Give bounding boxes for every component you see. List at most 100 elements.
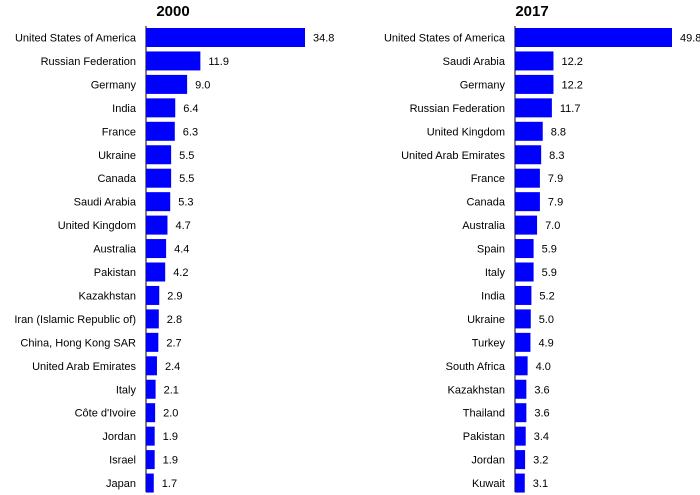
bar — [146, 145, 172, 165]
value-label: 9.0 — [195, 79, 210, 91]
bar — [146, 51, 201, 71]
value-label: 5.0 — [539, 314, 554, 326]
value-label: 2.4 — [165, 361, 180, 373]
value-label: 4.9 — [538, 337, 553, 349]
category-label: Ukraine — [467, 314, 505, 326]
category-label: Thailand — [463, 408, 505, 420]
bar — [515, 168, 540, 188]
value-label: 7.9 — [548, 173, 563, 185]
bar — [146, 121, 175, 141]
chart-2000: United States of America 34.8 Russian Fede… — [14, 28, 334, 493]
category-label: United Arab Emirates — [32, 361, 136, 373]
value-label: 1.9 — [163, 431, 178, 443]
value-label: 4.0 — [536, 361, 551, 373]
category-label: Saudi Arabia — [74, 197, 137, 209]
category-label: Japan — [106, 478, 136, 490]
value-label: 8.8 — [551, 126, 566, 138]
value-label: 4.2 — [173, 267, 188, 279]
bar — [146, 192, 171, 212]
category-label: Australia — [462, 220, 506, 232]
category-label: Spain — [477, 244, 505, 256]
value-label: 34.8 — [313, 33, 334, 45]
bar — [515, 450, 526, 470]
value-label: 1.7 — [162, 478, 177, 490]
category-label: France — [102, 126, 136, 138]
category-label: United Kingdom — [58, 220, 136, 232]
category-label: Russian Federation — [410, 103, 505, 115]
category-label: Saudi Arabia — [443, 56, 506, 68]
value-label: 11.9 — [208, 56, 229, 68]
value-label: 2.0 — [163, 408, 178, 420]
bar — [515, 379, 527, 399]
bar — [146, 168, 172, 188]
value-label: 5.5 — [179, 173, 194, 185]
value-label: 49.8 — [680, 33, 700, 45]
category-label: Iran (Islamic Republic of) — [14, 314, 136, 326]
category-label: Germany — [91, 79, 137, 91]
bar — [515, 28, 672, 47]
bar — [146, 285, 160, 305]
category-label: United Kingdom — [427, 126, 505, 138]
category-label: Kuwait — [472, 478, 505, 490]
category-label: Ukraine — [98, 150, 136, 162]
value-label: 5.2 — [539, 290, 554, 302]
bar — [146, 450, 155, 470]
value-label: 5.9 — [542, 244, 557, 256]
value-label: 12.2 — [561, 79, 582, 91]
category-label: Italy — [485, 267, 506, 279]
category-label: India — [112, 103, 137, 115]
category-label: Kazakhstan — [448, 384, 505, 396]
bar — [515, 215, 538, 235]
value-label: 7.9 — [548, 197, 563, 209]
bar — [515, 192, 540, 212]
value-label: 2.8 — [167, 314, 182, 326]
value-label: 3.2 — [533, 455, 548, 467]
value-label: 4.7 — [175, 220, 190, 232]
bar — [515, 145, 542, 165]
category-label: Jordan — [471, 455, 505, 467]
bar — [146, 28, 305, 47]
bar — [146, 98, 176, 118]
bar — [515, 262, 534, 282]
value-label: 5.9 — [542, 267, 557, 279]
bar — [146, 379, 156, 399]
bar — [515, 51, 554, 71]
value-label: 3.6 — [534, 384, 549, 396]
category-label: Australia — [93, 244, 137, 256]
category-label: France — [471, 173, 505, 185]
category-label: Germany — [460, 79, 506, 91]
value-label: 12.2 — [561, 56, 582, 68]
bar — [146, 473, 154, 493]
bar — [146, 332, 159, 352]
bar — [515, 285, 532, 305]
value-label: 3.6 — [534, 408, 549, 420]
chart-2000-title: 2000 — [156, 3, 189, 20]
value-label: 2.7 — [166, 337, 181, 349]
bar — [146, 215, 168, 235]
bar — [146, 403, 156, 423]
bar — [146, 239, 167, 259]
category-label: Jordan — [102, 431, 136, 443]
bar — [146, 426, 155, 446]
category-label: Russian Federation — [41, 56, 136, 68]
bar — [515, 121, 543, 141]
category-label: China, Hong Kong SAR — [20, 337, 136, 349]
category-label: Pakistan — [463, 431, 505, 443]
value-label: 3.1 — [533, 478, 548, 490]
bar — [146, 262, 166, 282]
value-label: 4.4 — [174, 244, 189, 256]
category-label: Côte d'Ivoire — [75, 408, 136, 420]
category-label: Canada — [466, 197, 505, 209]
chart-2017-title: 2017 — [515, 3, 548, 20]
value-label: 5.3 — [178, 197, 193, 209]
value-label: 7.0 — [545, 220, 560, 232]
category-label: United States of America — [15, 33, 137, 45]
category-label: Turkey — [472, 337, 506, 349]
bar — [146, 74, 188, 94]
bar — [515, 74, 554, 94]
value-label: 1.9 — [163, 455, 178, 467]
category-label: India — [481, 290, 506, 302]
value-label: 5.5 — [179, 150, 194, 162]
category-label: South Africa — [446, 361, 506, 373]
bar — [515, 98, 552, 118]
